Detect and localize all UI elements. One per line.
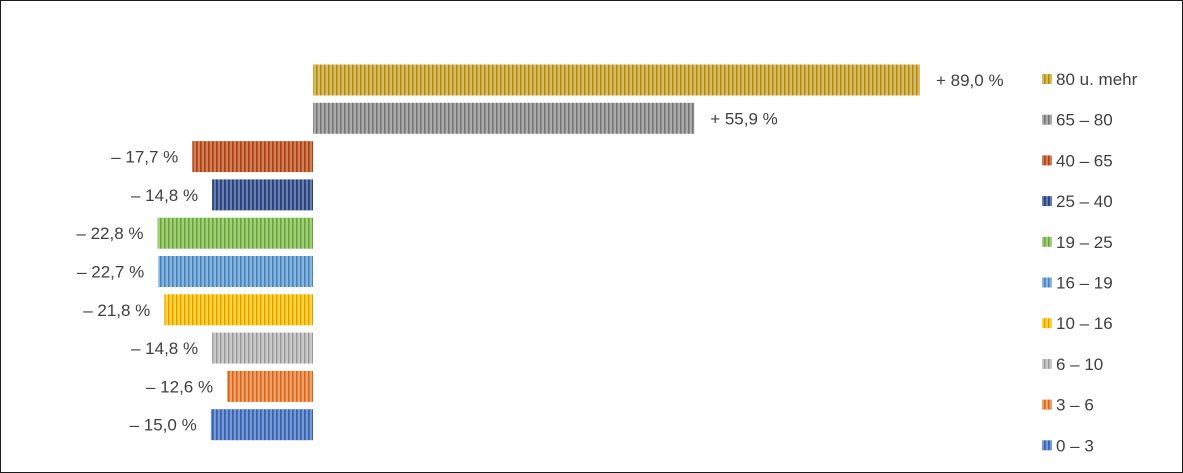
legend-swatch-2 — [1042, 155, 1052, 166]
legend-swatch-0 — [1042, 74, 1052, 84]
bar-2 — [192, 141, 313, 173]
bar-9 — [210, 409, 313, 441]
legend-label-2: 40 – 65 — [1056, 151, 1113, 170]
legend-label-0: 80 u. mehr — [1056, 70, 1138, 89]
legend-label-3: 25 – 40 — [1056, 192, 1113, 211]
legend-label-6: 10 – 16 — [1056, 314, 1113, 333]
legend-label-7: 6 – 10 — [1056, 355, 1103, 374]
bar-6 — [164, 294, 313, 326]
value-label-4: – 22,8 % — [76, 224, 143, 243]
legend-swatch-6 — [1042, 318, 1052, 329]
bar-4 — [157, 217, 313, 249]
value-label-3: – 14,8 % — [131, 186, 198, 205]
legend-label-5: 16 – 19 — [1056, 274, 1113, 293]
bar-3 — [212, 179, 313, 211]
value-label-5: – 22,7 % — [77, 263, 144, 282]
bar-5 — [158, 256, 313, 287]
value-label-7: – 14,8 % — [131, 339, 198, 358]
legend-swatch-1 — [1042, 114, 1052, 125]
legend-swatch-8 — [1042, 399, 1052, 410]
bar-7 — [212, 332, 313, 364]
value-label-1: + 55,9 % — [710, 109, 778, 128]
legend-swatch-3 — [1042, 196, 1052, 207]
legend-swatch-4 — [1042, 236, 1052, 247]
legend-swatch-7 — [1042, 358, 1052, 369]
legend-swatch-5 — [1042, 277, 1052, 288]
value-label-2: – 17,7 % — [111, 148, 178, 167]
legend-label-4: 19 – 25 — [1056, 233, 1113, 252]
legend-label-9: 0 – 3 — [1056, 436, 1094, 455]
value-label-8: – 12,6 % — [146, 377, 213, 396]
bar-0 — [313, 64, 920, 96]
bar-8 — [227, 370, 313, 402]
legend-swatch-9 — [1042, 440, 1052, 451]
value-label-9: – 15,0 % — [130, 416, 197, 435]
value-label-0: + 89,0 % — [936, 71, 1004, 90]
legend-label-8: 3 – 6 — [1056, 396, 1094, 415]
value-label-6: – 21,8 % — [83, 301, 150, 320]
legend-label-1: 65 – 80 — [1056, 111, 1113, 130]
bar-1 — [313, 102, 695, 134]
